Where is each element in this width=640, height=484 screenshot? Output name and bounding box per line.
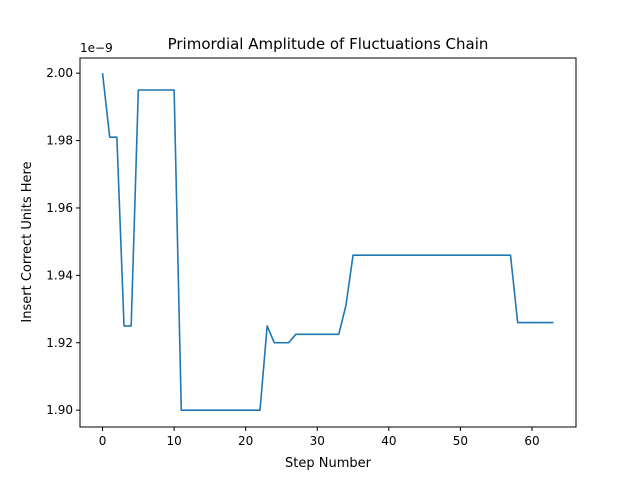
y-tick-label: 1.94 bbox=[46, 268, 73, 282]
y-axis-label: Insert Correct Units Here bbox=[20, 161, 35, 322]
y-tick-label: 1.90 bbox=[46, 403, 73, 417]
y-tick-label: 2.00 bbox=[46, 66, 73, 80]
x-axis-label: Step Number bbox=[285, 456, 372, 471]
x-tick-label: 0 bbox=[99, 434, 107, 448]
y-tick-label: 1.98 bbox=[46, 134, 73, 148]
y-tick-label: 1.92 bbox=[46, 336, 73, 350]
chart-title: Primordial Amplitude of Fluctuations Cha… bbox=[168, 35, 489, 53]
series-line bbox=[101, 73, 554, 411]
x-tick-label: 40 bbox=[381, 434, 396, 448]
x-tick-label: 10 bbox=[166, 434, 181, 448]
plot-area bbox=[101, 73, 554, 411]
plot-frame bbox=[79, 57, 577, 428]
y-tick-label: 1.96 bbox=[46, 201, 73, 215]
x-tick-label: 50 bbox=[453, 434, 468, 448]
x-axis: 0 10 20 30 40 50 60 bbox=[99, 427, 540, 448]
x-tick-label: 20 bbox=[238, 434, 253, 448]
y-offset-label: 1e−9 bbox=[80, 41, 113, 55]
x-tick-label: 60 bbox=[524, 434, 539, 448]
x-tick-label: 30 bbox=[310, 434, 325, 448]
y-axis: 1.90 1.92 1.94 1.96 1.98 2.00 bbox=[46, 66, 80, 417]
